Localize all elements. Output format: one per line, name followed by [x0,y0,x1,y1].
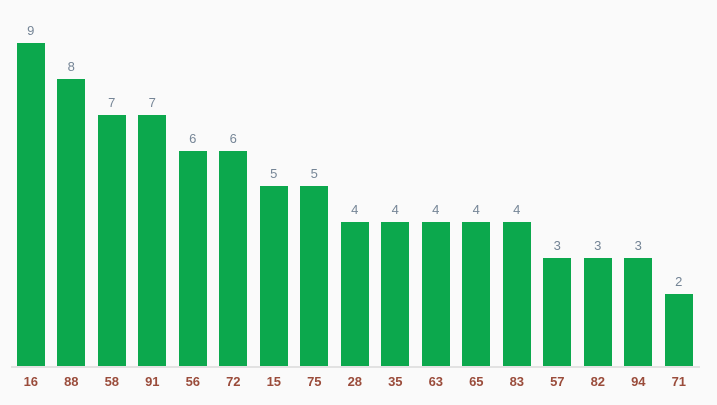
bar-value-label: 5 [270,166,278,181]
bar[interactable] [462,222,491,366]
bar-value-label: 4 [472,202,480,217]
bar[interactable] [624,258,653,366]
bar-value-label: 3 [594,238,602,253]
bar[interactable] [138,115,167,366]
x-axis-tick-label: 35 [388,374,403,389]
bar-value-label: 6 [189,131,197,146]
x-axis-tick-label: 91 [145,374,160,389]
x-axis-tick-label: 88 [64,374,79,389]
bar-value-label: 4 [351,202,359,217]
bar-value-label: 7 [148,95,156,110]
x-axis-tick-label: 63 [428,374,444,389]
bar-value-label: 6 [229,131,237,146]
bar-value-label: 3 [553,238,561,253]
x-axis-tick-label: 57 [550,374,565,389]
bar[interactable] [664,294,693,366]
x-axis-tick-label: 75 [307,374,322,389]
x-axis-tick-label: 65 [469,374,484,389]
bar-value-label: 4 [432,202,440,217]
bar[interactable] [421,222,450,366]
bar[interactable] [381,222,410,366]
bar[interactable] [178,151,207,366]
bar[interactable] [219,151,248,366]
x-axis-line [11,366,700,368]
x-axis-tick-label: 82 [590,374,606,389]
x-axis-tick-label: 72 [226,374,241,389]
x-axis-tick-label: 71 [671,374,687,389]
bar-value-label: 5 [310,166,318,181]
bar[interactable] [300,186,329,366]
bar[interactable] [502,222,531,366]
bar-value-label: 7 [108,95,116,110]
x-axis-tick-label: 83 [509,374,525,389]
bar[interactable] [583,258,612,366]
bar-value-label: 8 [67,59,75,74]
bar[interactable] [259,186,288,366]
bar-value-label: 3 [634,238,642,253]
bar[interactable] [543,258,572,366]
x-axis-tick-label: 58 [104,374,120,389]
bar-value-label: 4 [391,202,399,217]
bar-value-label: 2 [675,274,683,289]
x-axis-tick-label: 16 [23,374,39,389]
bar-value-label: 9 [27,23,35,38]
bar[interactable] [16,43,45,366]
bar-value-label: 4 [513,202,521,217]
x-axis-tick-label: 28 [347,374,363,389]
bar[interactable] [340,222,369,366]
x-axis-tick-label: 56 [185,374,201,389]
bar[interactable] [97,115,126,366]
x-axis-tick-label: 15 [266,374,282,389]
bar[interactable] [57,79,86,366]
x-axis-tick-label: 94 [631,374,646,389]
